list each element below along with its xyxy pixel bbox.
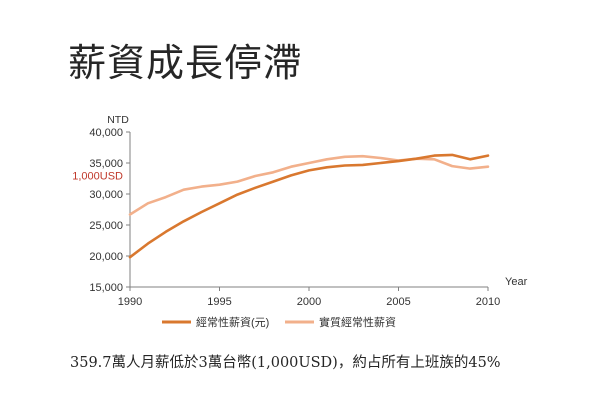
slide-caption: 359.7萬人月薪低於3萬台幣(1,000USD)，約占所有上班族的45%	[70, 355, 501, 371]
chart-legend: 經常性薪資(元) 實質經常性薪資	[162, 315, 396, 329]
series-line-0	[128, 153, 490, 259]
chart-ticks: 15,000 20,000 25,000 30,000 35,000 40,000 1990…	[89, 127, 500, 308]
legend-label-0: 經常性薪資(元)	[196, 315, 269, 329]
y-unit-label: NTD	[107, 114, 129, 126]
y-tick-label: 15,000	[89, 282, 123, 294]
y-tick-label: 20,000	[89, 251, 123, 263]
legend-label-1: 實質經常性薪資	[319, 315, 396, 329]
y-tick-label: 35,000	[89, 158, 123, 170]
x-tick-label: 1990	[118, 296, 142, 308]
y-tick-label: 25,000	[89, 220, 123, 232]
x-axis-title: Year	[505, 276, 528, 288]
annotation-1000usd: 1,000USD	[72, 170, 123, 182]
x-tick-label: 2000	[297, 296, 321, 308]
series-line-1	[128, 154, 490, 216]
chart-series	[128, 153, 490, 259]
slide-title: 薪資成長停滯	[68, 41, 303, 85]
x-tick-label: 2010	[476, 296, 500, 308]
x-tick-label: 2005	[386, 296, 410, 308]
x-tick-label: 1995	[207, 296, 231, 308]
y-tick-label: 30,000	[89, 189, 123, 201]
chart-labels: NTD Year 1,000USD	[72, 114, 527, 288]
y-tick-label: 40,000	[89, 127, 123, 139]
